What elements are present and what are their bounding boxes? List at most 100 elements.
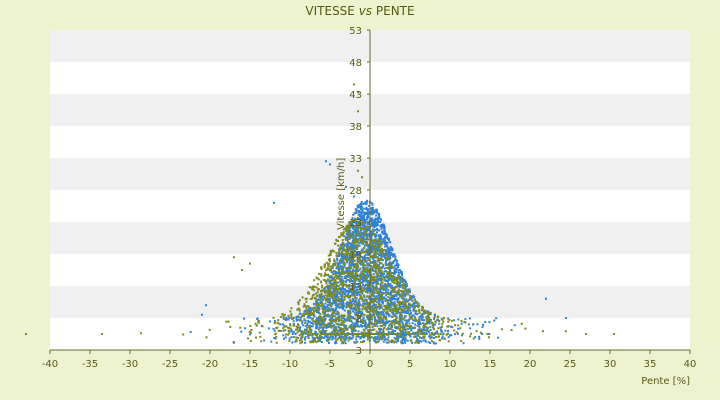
data-point-olive xyxy=(351,326,354,329)
data-point-blue xyxy=(372,211,375,214)
data-point-olive xyxy=(356,254,359,257)
data-point-blue xyxy=(343,304,346,307)
data-point-olive xyxy=(392,281,395,284)
data-point-olive xyxy=(353,226,356,229)
data-point-olive xyxy=(326,284,329,287)
data-point-olive xyxy=(313,320,316,323)
data-point-blue xyxy=(385,234,388,237)
data-point-blue xyxy=(378,296,381,299)
data-point-blue xyxy=(364,264,367,267)
data-point-olive xyxy=(290,317,293,320)
data-point-blue xyxy=(290,336,293,339)
data-point-olive xyxy=(382,285,385,288)
data-point-blue xyxy=(329,289,332,292)
data-point-olive xyxy=(348,296,351,299)
data-point-olive xyxy=(350,252,353,255)
data-point-blue xyxy=(471,323,474,326)
data-point-blue xyxy=(379,242,382,245)
data-point-olive xyxy=(347,225,350,228)
data-point-blue xyxy=(382,296,385,299)
data-point-blue xyxy=(327,288,330,291)
data-point-blue xyxy=(364,325,367,328)
data-point-blue xyxy=(363,273,366,276)
data-point-blue xyxy=(375,295,378,298)
data-point-olive xyxy=(375,322,378,325)
data-point-blue xyxy=(374,280,377,283)
data-point-olive xyxy=(247,337,250,340)
data-point-blue xyxy=(331,271,334,274)
data-point-blue xyxy=(376,276,379,279)
data-point-olive xyxy=(429,313,432,316)
data-point-blue xyxy=(393,319,396,322)
data-point-olive xyxy=(372,309,375,312)
data-point-blue xyxy=(356,340,359,343)
data-point-blue xyxy=(385,249,388,252)
data-point-blue xyxy=(359,215,362,218)
data-point-olive xyxy=(312,333,315,336)
data-point-olive xyxy=(613,333,615,335)
data-point-olive xyxy=(372,289,375,292)
data-point-blue xyxy=(377,277,380,280)
data-point-olive xyxy=(437,336,440,339)
data-point-olive xyxy=(321,300,324,303)
data-point-olive xyxy=(379,320,382,323)
data-point-blue xyxy=(320,318,323,321)
data-point-olive xyxy=(303,303,306,306)
data-point-olive xyxy=(323,266,326,269)
data-point-olive xyxy=(393,308,396,311)
y-tick-label: 53 xyxy=(349,26,362,37)
data-point-blue xyxy=(308,321,311,324)
data-point-blue xyxy=(351,329,354,332)
data-point-olive xyxy=(320,330,323,333)
data-point-blue xyxy=(384,241,387,244)
data-point-olive xyxy=(345,229,348,232)
data-point-blue xyxy=(383,230,386,233)
data-point-blue xyxy=(382,255,385,258)
data-point-blue xyxy=(340,275,343,278)
data-point-olive xyxy=(340,323,343,326)
data-point-blue xyxy=(352,316,355,319)
data-point-blue xyxy=(401,276,404,279)
data-point-blue xyxy=(326,323,329,326)
data-point-blue xyxy=(438,322,441,325)
data-point-olive xyxy=(425,316,428,319)
data-point-olive xyxy=(381,249,384,252)
data-point-olive xyxy=(380,249,383,252)
data-point-olive xyxy=(255,324,258,327)
data-point-blue xyxy=(328,323,331,326)
data-point-blue xyxy=(371,207,374,210)
data-point-olive xyxy=(373,263,376,266)
data-point-olive xyxy=(382,286,385,289)
data-point-blue xyxy=(303,338,306,341)
data-point-blue xyxy=(401,335,404,338)
data-point-olive xyxy=(328,304,331,307)
data-point-blue xyxy=(373,251,376,254)
data-point-blue xyxy=(398,320,401,323)
data-point-blue xyxy=(320,297,323,300)
data-point-blue xyxy=(429,342,432,345)
data-point-blue xyxy=(343,264,346,267)
data-point-olive xyxy=(387,267,390,270)
data-point-blue xyxy=(366,235,369,238)
data-point-blue xyxy=(342,268,345,271)
data-point-olive xyxy=(375,307,378,310)
data-point-blue xyxy=(386,245,389,248)
data-point-olive xyxy=(347,313,350,316)
data-point-blue xyxy=(360,202,363,205)
data-point-blue xyxy=(432,337,435,340)
data-point-blue xyxy=(376,212,379,215)
data-point-blue xyxy=(365,234,368,237)
data-point-blue xyxy=(348,274,351,277)
data-point-olive xyxy=(312,293,315,296)
data-point-olive xyxy=(377,305,380,308)
data-point-olive xyxy=(324,291,327,294)
data-point-blue xyxy=(411,326,414,329)
data-point-blue xyxy=(364,220,367,223)
data-point-olive xyxy=(353,239,356,242)
data-point-olive xyxy=(357,224,360,227)
data-point-olive xyxy=(311,286,314,289)
data-point-olive xyxy=(334,279,337,282)
data-point-blue xyxy=(348,255,351,258)
data-point-olive xyxy=(428,317,431,320)
data-point-blue xyxy=(373,273,376,276)
